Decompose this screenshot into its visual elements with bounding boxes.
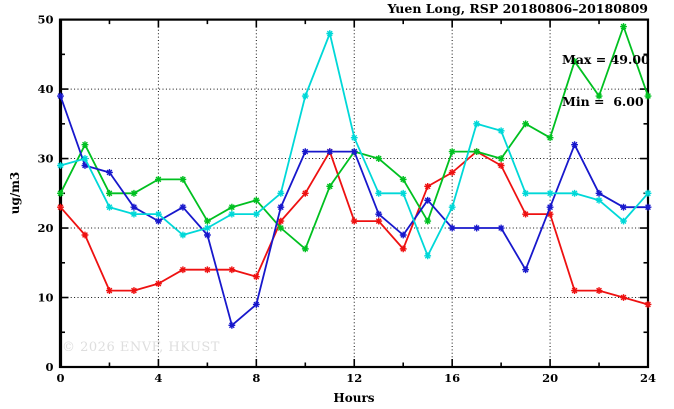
legend-max-label: Max = 49.00 xyxy=(562,52,650,67)
x-tick-label: 0 xyxy=(56,371,64,385)
x-tick-label: 16 xyxy=(444,371,460,385)
watermark-text: © 2026 ENVF, HKUST xyxy=(62,340,220,355)
y-tick-label: 50 xyxy=(37,13,53,27)
y-tick-label: 0 xyxy=(45,360,53,374)
x-tick-label: 20 xyxy=(542,371,558,385)
series-markers-cyan xyxy=(57,30,652,260)
x-tick-label: 8 xyxy=(252,371,260,385)
legend-box: Max = 49.00 Min = 6.00 xyxy=(562,25,650,137)
series-markers-blue xyxy=(57,92,652,329)
x-tick-label: 4 xyxy=(154,371,162,385)
x-tick-label: 24 xyxy=(640,371,656,385)
x-axis-label: Hours xyxy=(333,391,375,405)
y-axis-label: ug/m3 xyxy=(8,171,22,215)
series-markers-green xyxy=(57,23,652,253)
y-tick-label: 30 xyxy=(37,152,53,166)
y-tick-label: 20 xyxy=(37,221,53,235)
y-tick-label: 40 xyxy=(37,82,53,96)
legend-min-label: Min = 6.00 xyxy=(562,94,644,109)
x-tick-label: 12 xyxy=(346,371,362,385)
chart-title: Yuen Long, RSP 20180806–20180809 xyxy=(387,1,648,16)
y-tick-label: 10 xyxy=(37,291,53,305)
